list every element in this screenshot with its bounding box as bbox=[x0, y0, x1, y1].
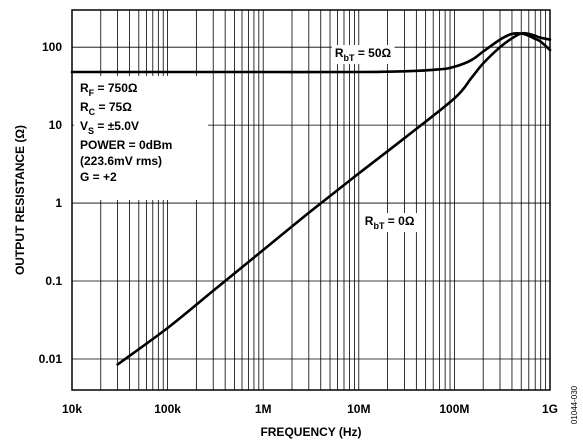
svg-text:VS = ±5.0V: VS = ±5.0V bbox=[80, 119, 139, 136]
svg-text:RF = 750Ω: RF = 750Ω bbox=[80, 81, 138, 98]
series-label-0ohm: RbT = 0Ω bbox=[361, 213, 418, 233]
series-layer bbox=[70, 31, 552, 366]
annotation-line-0: RF = 750Ω bbox=[80, 81, 138, 98]
x-axis-label: FREQUENCY (Hz) bbox=[260, 425, 361, 439]
svg-text:RbT = 0Ω: RbT = 0Ω bbox=[365, 214, 415, 231]
annotation-line-1: RC = 75Ω bbox=[80, 100, 132, 117]
annotation-text: RF = 750Ω RC = 75Ω VS = ±5.0V POWER = 0dBm (… bbox=[80, 81, 172, 184]
svg-text:RC = 75Ω: RC = 75Ω bbox=[80, 100, 132, 117]
x-tick-label: 10M bbox=[347, 402, 370, 416]
plot-frame bbox=[71, 9, 551, 391]
annotation-line-4: (223.6mV rms) bbox=[80, 154, 162, 168]
x-tick-labels: 10k 100k 1M 10M 100M 1G bbox=[62, 402, 558, 416]
x-tick-label: 100k bbox=[154, 402, 181, 416]
series-line-0 bbox=[70, 31, 552, 74]
series-label-50ohm: RbT = 50Ω bbox=[331, 45, 395, 65]
figure-code: 01044-030 bbox=[570, 385, 579, 424]
annotation-line-5: G = +2 bbox=[80, 170, 117, 184]
series-line-1 bbox=[116, 31, 552, 366]
svg-text:G = +2: G = +2 bbox=[80, 170, 117, 184]
y-axis-label: OUTPUT RESISTANCE (Ω) bbox=[13, 125, 27, 275]
annotation-line-2: VS = ±5.0V bbox=[80, 119, 139, 136]
x-tick-label: 1M bbox=[255, 402, 272, 416]
x-tick-label: 10k bbox=[62, 402, 82, 416]
x-tick-label: 1G bbox=[542, 402, 558, 416]
x-tick-label: 100M bbox=[439, 402, 469, 416]
annotation-line-3: POWER = 0dBm bbox=[80, 138, 172, 152]
series-labels: RbT = 50Ω RbT = 0Ω bbox=[331, 45, 418, 233]
y-tick-label: 1 bbox=[55, 196, 62, 210]
svg-text:(223.6mV rms): (223.6mV rms) bbox=[80, 154, 162, 168]
svg-text:RbT = 50Ω: RbT = 50Ω bbox=[335, 46, 392, 63]
svg-text:POWER = 0dBm: POWER = 0dBm bbox=[80, 138, 172, 152]
y-tick-label: 100 bbox=[42, 40, 62, 54]
y-tick-label: 0.01 bbox=[39, 352, 63, 366]
grid bbox=[72, 10, 550, 390]
y-tick-labels: 0.01 0.1 1 10 100 bbox=[39, 40, 63, 366]
annotation-box bbox=[74, 76, 208, 200]
y-tick-label: 10 bbox=[49, 118, 63, 132]
y-tick-label: 0.1 bbox=[45, 274, 62, 288]
